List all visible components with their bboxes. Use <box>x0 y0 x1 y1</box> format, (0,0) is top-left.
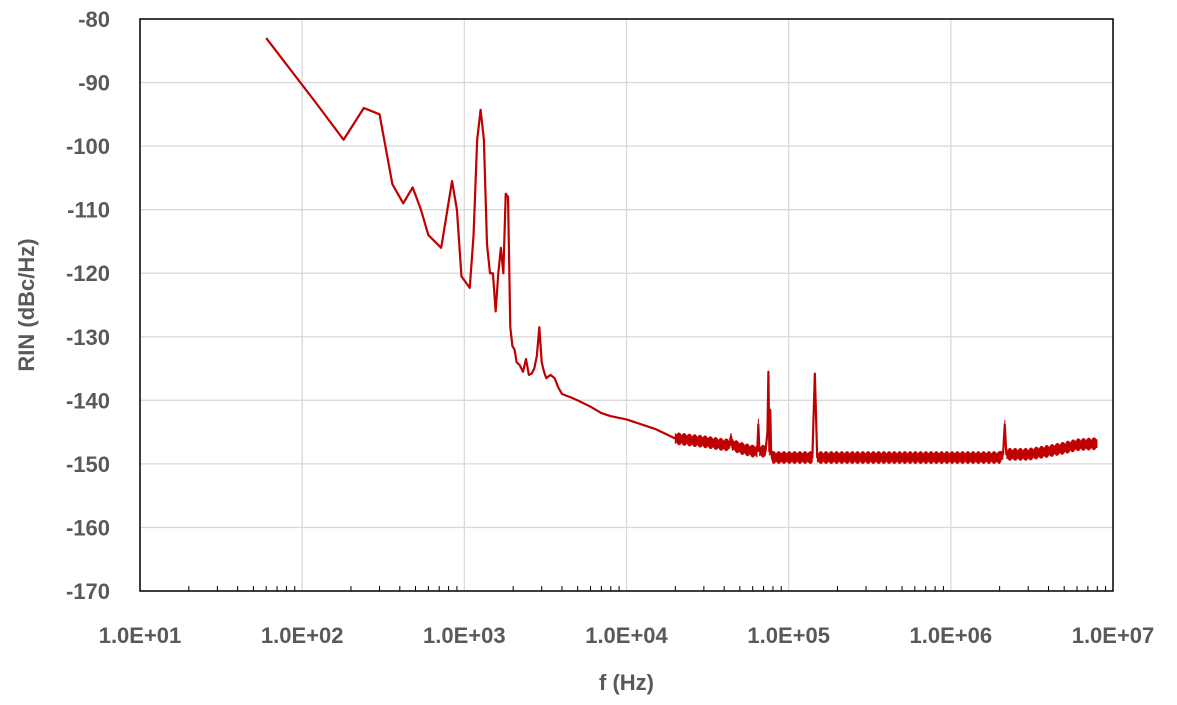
x-tick-label: 1.0E+02 <box>261 623 344 648</box>
x-tick-label: 1.0E+07 <box>1072 623 1155 648</box>
y-tick-label: -170 <box>66 579 110 604</box>
y-axis-tick-labels: -80 -90 -100 -110 -120 -130 -140 -150 -160 -170 <box>66 7 110 604</box>
y-tick-label: -150 <box>66 452 110 477</box>
y-tick-label: -100 <box>66 134 110 159</box>
plot-area-border <box>139 18 1114 592</box>
y-tick-label: -90 <box>78 71 110 96</box>
x-axis-minor-ticks <box>188 586 1107 591</box>
x-tick-label: 1.0E+03 <box>423 623 506 648</box>
y-tick-label: -80 <box>78 7 110 32</box>
y-axis-title: RIN (dBc/Hz) <box>14 238 39 371</box>
gridlines <box>139 18 1114 592</box>
y-tick-label: -140 <box>66 388 110 413</box>
series-line <box>265 37 1098 459</box>
y-tick-label: -120 <box>66 261 110 286</box>
noise-band <box>674 418 1098 464</box>
y-tick-label: -130 <box>66 325 110 350</box>
y-tick-label: -110 <box>67 198 110 223</box>
data-series <box>265 37 1098 464</box>
x-axis-tick-labels: 1.0E+01 1.0E+02 1.0E+03 1.0E+04 1.0E+05 1.0E+… <box>99 623 1155 648</box>
x-tick-label: 1.0E+05 <box>747 623 830 648</box>
x-tick-label: 1.0E+06 <box>910 623 993 648</box>
x-tick-label: 1.0E+04 <box>585 623 668 648</box>
x-axis-title: f (Hz) <box>599 670 654 695</box>
x-tick-label: 1.0E+01 <box>99 623 182 648</box>
y-tick-label: -160 <box>66 515 110 540</box>
